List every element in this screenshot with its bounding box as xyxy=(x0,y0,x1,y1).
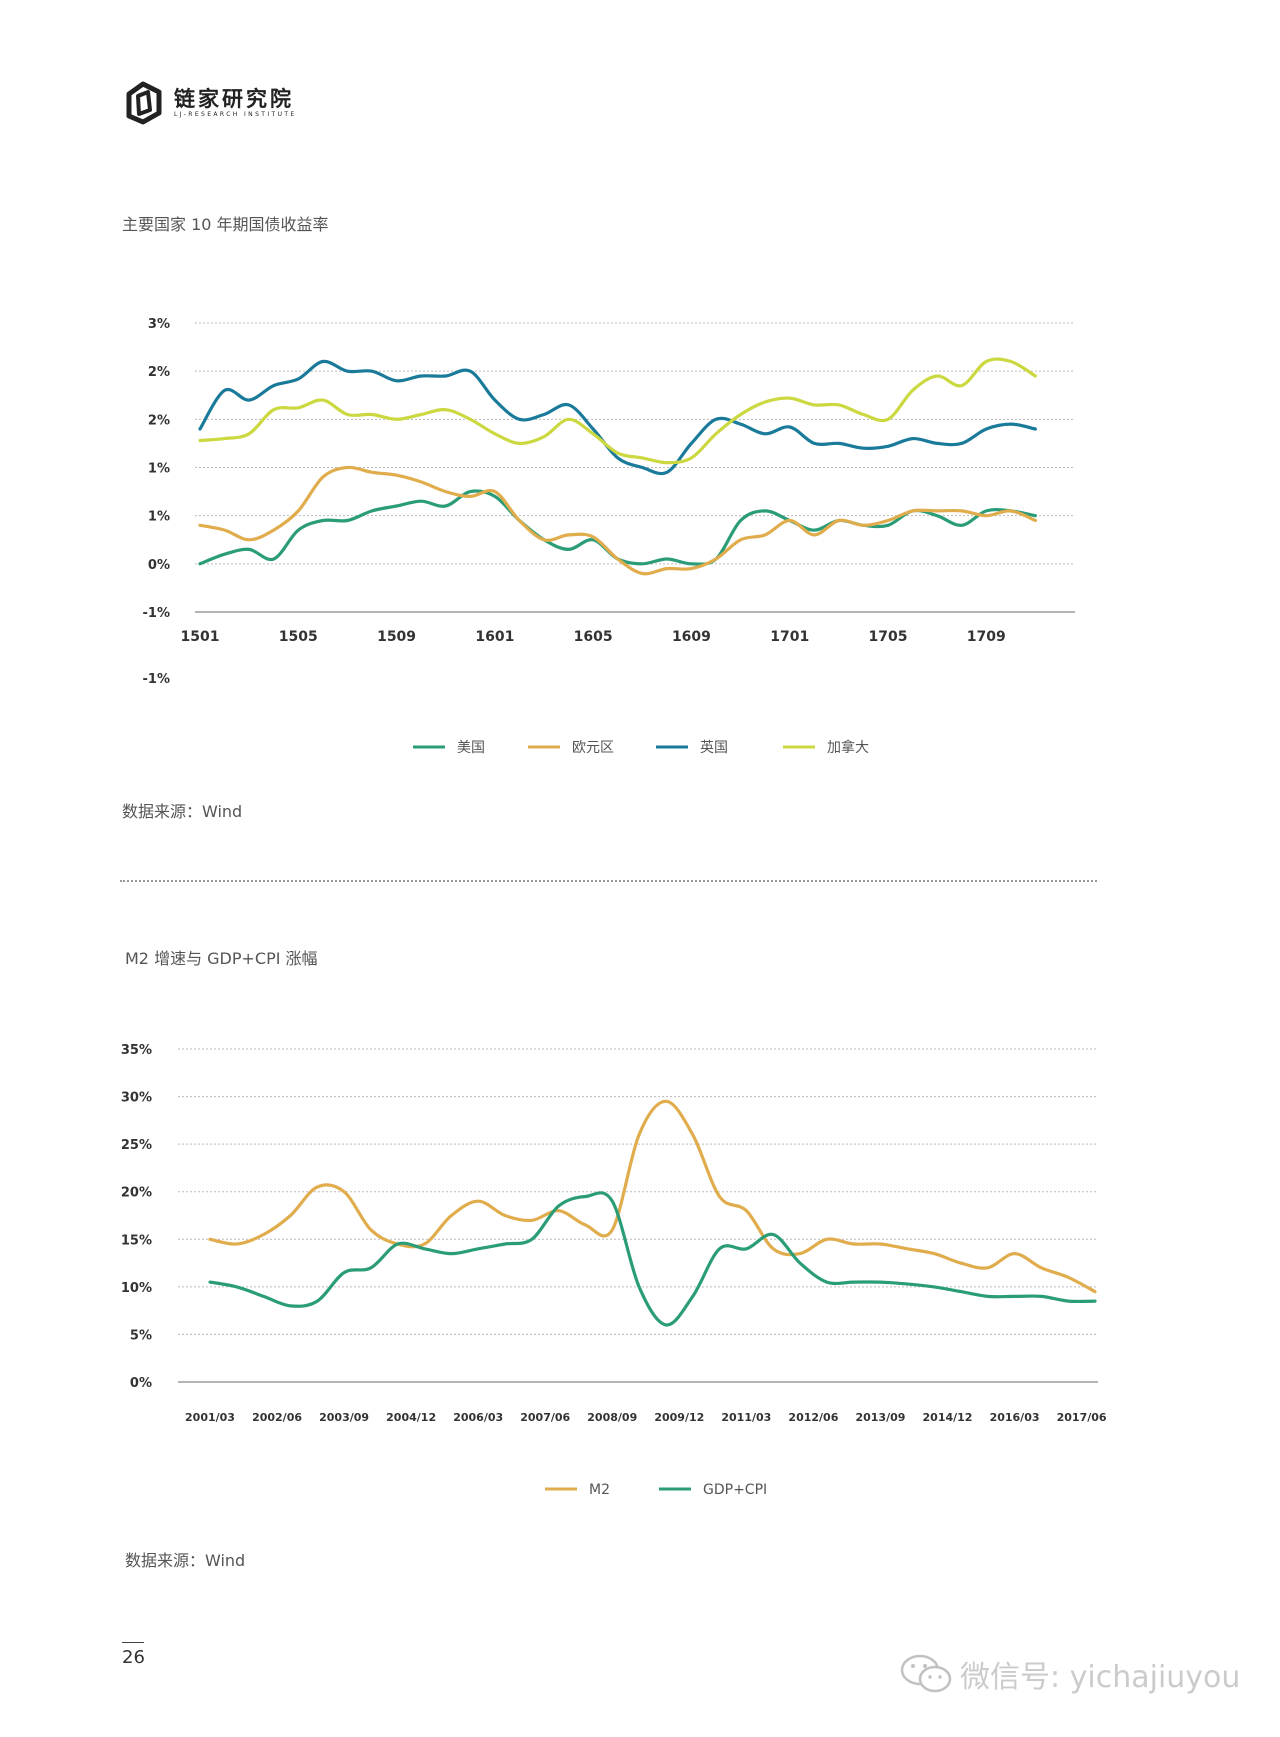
logo-mark-icon xyxy=(126,81,162,125)
page-number-rule xyxy=(122,1642,144,1643)
y-tick-label: 2% xyxy=(148,365,170,380)
brand-logo: 链家研究院 LJ-RESEARCH INSTITUTE xyxy=(120,80,297,126)
x-tick-label: 1701 xyxy=(770,629,809,645)
y-tick-label: 30% xyxy=(121,1091,152,1106)
series-line-m2 xyxy=(208,1099,1097,1294)
y-tick-label: 10% xyxy=(121,1281,152,1296)
x-tick-label: 1705 xyxy=(869,629,908,645)
x-tick-label: 2017/06 xyxy=(1057,1411,1107,1424)
legend-label: GDP+CPI xyxy=(703,1482,767,1498)
chart1-bond-yield: 3% 2% 2% 1% 1% 0% -1% -1% 1501 1505 1509 1601 1605 16… xyxy=(143,317,1075,756)
x-tick-label: 2002/06 xyxy=(252,1411,302,1424)
x-tick-label: 2007/06 xyxy=(520,1411,570,1424)
y-tick-label: 1% xyxy=(148,510,170,525)
logo-name: 链家研究院 xyxy=(174,87,294,111)
x-tick-label: 2001/03 xyxy=(185,1411,235,1424)
series-line-canada xyxy=(198,357,1037,465)
chart1-source: 数据来源：Wind xyxy=(122,802,243,821)
y-tick-label: 15% xyxy=(121,1233,152,1248)
x-tick-label: 2016/03 xyxy=(990,1411,1040,1424)
series-line-gdpcpi xyxy=(208,1191,1097,1327)
watermark-text: 微信号: yichajiuyou xyxy=(960,1660,1241,1695)
legend-label: 欧元区 xyxy=(572,740,614,756)
x-tick-label: 1505 xyxy=(279,629,318,645)
x-tick-label: 1709 xyxy=(967,629,1006,645)
x-tick-label: 1509 xyxy=(377,629,416,645)
series-line-uk xyxy=(198,359,1037,476)
page-number: 26 xyxy=(122,1647,145,1668)
x-tick-label: 2012/06 xyxy=(788,1411,838,1424)
x-tick-label: 1601 xyxy=(475,629,514,645)
y-tick-label: 20% xyxy=(121,1186,152,1201)
x-tick-label: 1605 xyxy=(574,629,613,645)
wechat-icon xyxy=(900,1654,952,1693)
legend-label: 美国 xyxy=(457,740,485,756)
x-tick-label: 2014/12 xyxy=(923,1411,973,1424)
y-tick-label: 2% xyxy=(148,413,170,428)
x-tick-label: 2004/12 xyxy=(386,1411,436,1424)
y-tick-label: -1% xyxy=(143,672,170,687)
y-tick-label: 0% xyxy=(130,1376,152,1391)
x-tick-label: 2003/09 xyxy=(319,1411,369,1424)
wechat-watermark: 微信号: yichajiuyou xyxy=(898,1652,1240,1696)
y-tick-label: 35% xyxy=(121,1043,152,1058)
y-tick-label: 0% xyxy=(148,558,170,573)
x-tick-label: 2009/12 xyxy=(654,1411,704,1424)
y-tick-label: 25% xyxy=(121,1138,152,1153)
x-tick-label: 2011/03 xyxy=(721,1411,771,1424)
legend-label: 加拿大 xyxy=(827,739,869,756)
x-tick-label: 2013/09 xyxy=(855,1411,905,1424)
chart2-source: 数据来源：Wind xyxy=(125,1551,246,1570)
y-tick-label: -1% xyxy=(143,606,170,621)
series-line-us xyxy=(198,489,1037,566)
legend-label: M2 xyxy=(589,1482,610,1498)
x-tick-label: 2006/03 xyxy=(453,1411,503,1424)
x-tick-label: 1609 xyxy=(672,629,711,645)
x-tick-label: 2008/09 xyxy=(587,1411,637,1424)
chart2-m2-gdp: 0% 5% 10% 15% 20% 25% 30% 35% 2001/03 2002/06 2003… xyxy=(121,1043,1107,1498)
y-tick-label: 5% xyxy=(130,1328,152,1343)
chart2-title: M2 增速与 GDP+CPI 涨幅 xyxy=(125,949,318,968)
section-divider xyxy=(120,880,1097,882)
x-tick-label: 1501 xyxy=(181,629,220,645)
y-tick-label: 3% xyxy=(148,317,170,332)
legend-label: 英国 xyxy=(700,739,728,756)
logo-subtitle: LJ-RESEARCH INSTITUTE xyxy=(174,111,297,118)
chart1-title: 主要国家 10 年期国债收益率 xyxy=(122,215,329,234)
series-line-euro xyxy=(198,465,1037,576)
y-tick-label: 1% xyxy=(148,462,170,477)
